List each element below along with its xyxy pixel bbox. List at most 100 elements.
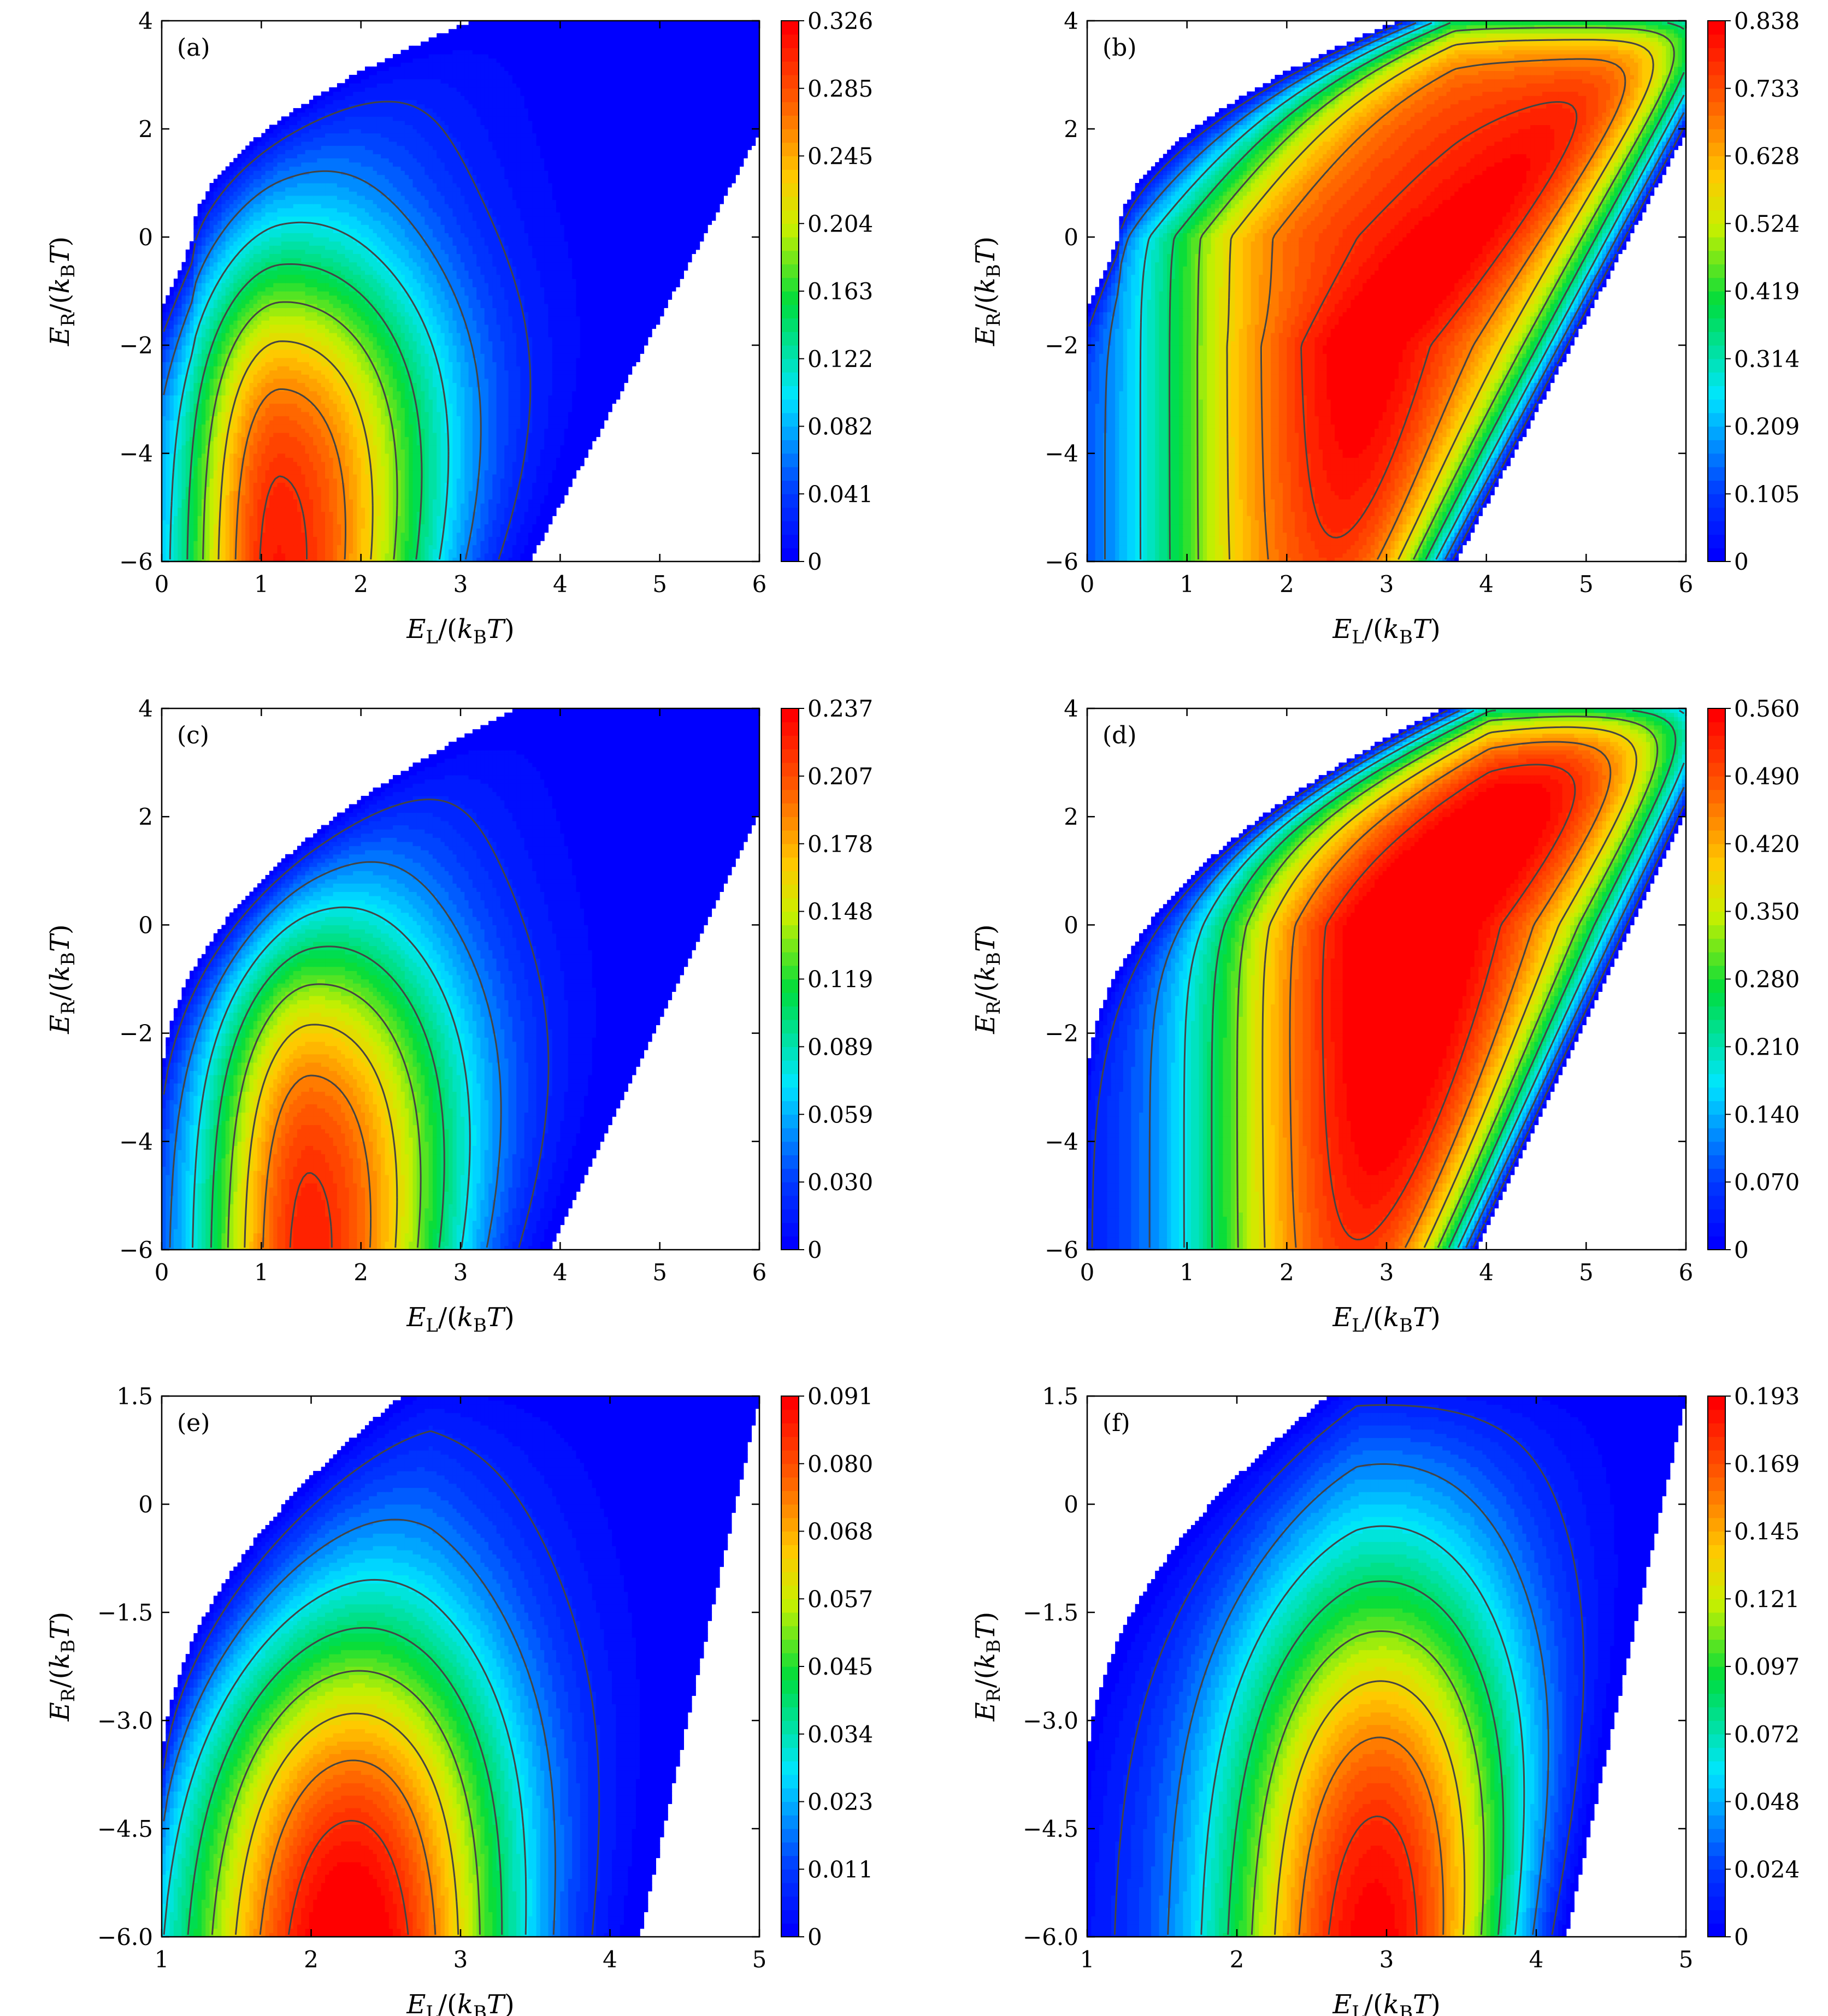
heat-cell [226, 366, 230, 370]
heat-cell [600, 391, 604, 395]
heat-cell [441, 474, 445, 478]
heat-cell [509, 491, 513, 495]
heat-cell [253, 395, 258, 399]
heat-cell [552, 453, 557, 458]
heat-cell [205, 491, 210, 495]
heat-cell [349, 536, 353, 541]
heat-cell [210, 466, 214, 470]
heat-cell [424, 374, 429, 379]
heat-cell [281, 541, 286, 545]
heat-cell [433, 424, 437, 429]
heat-cell [289, 399, 293, 404]
heat-cell [381, 512, 385, 516]
heat-cell [205, 407, 210, 412]
heat-cell [449, 387, 453, 391]
heat-cell [424, 437, 429, 441]
heat-cell [278, 536, 282, 541]
heat-cell [449, 383, 453, 387]
heat-cell [278, 383, 282, 387]
heat-cell [504, 507, 509, 512]
heat-cell [552, 379, 557, 383]
heat-cell [556, 420, 561, 424]
heat-cell [245, 503, 250, 507]
heat-cell [285, 495, 290, 499]
heat-cell [548, 449, 552, 453]
heat-cell [552, 437, 557, 441]
heat-cell [178, 474, 182, 478]
heat-cell [345, 437, 349, 441]
heat-cell [516, 407, 521, 412]
heat-cell [289, 437, 293, 441]
heat-cell [556, 366, 561, 370]
heat-cell [520, 399, 524, 404]
heat-cell [409, 462, 413, 466]
heat-cell [202, 399, 206, 404]
heat-cell [269, 428, 274, 433]
heat-cell [186, 395, 190, 399]
heat-cell [174, 533, 178, 537]
heat-cell [357, 445, 361, 450]
heat-cell [452, 495, 457, 499]
heat-cell [552, 416, 557, 420]
heat-cell [596, 399, 600, 404]
heat-cell [480, 545, 485, 549]
heat-cell [205, 428, 210, 433]
heat-cell [445, 370, 449, 375]
heat-cell [202, 433, 206, 437]
heat-cell [361, 399, 365, 404]
heat-cell [297, 536, 302, 541]
heat-cell [464, 370, 469, 375]
heat-cell [485, 507, 489, 512]
heat-cell [205, 395, 210, 399]
heat-cell [241, 478, 246, 483]
heat-cell [369, 437, 373, 441]
heat-cell [349, 470, 353, 474]
heat-cell [532, 399, 536, 404]
heat-cell [389, 503, 393, 507]
heat-cell [349, 404, 353, 408]
heat-cell [166, 512, 170, 516]
heat-cell [329, 491, 333, 495]
heat-cell [210, 445, 214, 450]
heat-cell [337, 533, 341, 537]
heat-cell [488, 491, 493, 495]
heat-cell [433, 512, 437, 516]
heat-cell [166, 428, 170, 433]
heat-cell [289, 362, 293, 366]
heat-cell [301, 553, 305, 558]
heat-cell [317, 383, 321, 387]
heat-cell [257, 416, 262, 420]
heat-cell [305, 462, 310, 466]
heat-cell [608, 374, 612, 379]
heat-cell [437, 495, 441, 499]
heat-cell [552, 495, 557, 499]
heat-cell [229, 541, 234, 545]
heat-cell [548, 374, 552, 379]
heat-cell [488, 370, 493, 375]
heat-cell [492, 491, 497, 495]
heat-cell [214, 482, 218, 487]
heat-cell [357, 391, 361, 395]
heat-cell [361, 474, 365, 478]
heat-cell [588, 407, 592, 412]
heat-cell [385, 424, 389, 429]
heat-cell [333, 545, 338, 549]
heat-cell [245, 524, 250, 528]
heat-cell [361, 383, 365, 387]
heat-cell [305, 495, 310, 499]
heat-cell [504, 516, 509, 520]
heat-cell [210, 449, 214, 453]
heat-cell [325, 474, 329, 478]
heat-cell [497, 470, 501, 474]
heat-cell [313, 428, 317, 433]
heat-cell [544, 524, 549, 528]
heat-cell [337, 404, 341, 408]
heat-cell [186, 462, 190, 466]
heat-cell [461, 462, 465, 466]
heat-cell [504, 433, 509, 437]
heat-cell [596, 370, 600, 375]
heat-cell [293, 441, 298, 445]
heat-cell [584, 416, 588, 420]
heat-cell [544, 503, 549, 507]
heat-cell [369, 370, 373, 375]
